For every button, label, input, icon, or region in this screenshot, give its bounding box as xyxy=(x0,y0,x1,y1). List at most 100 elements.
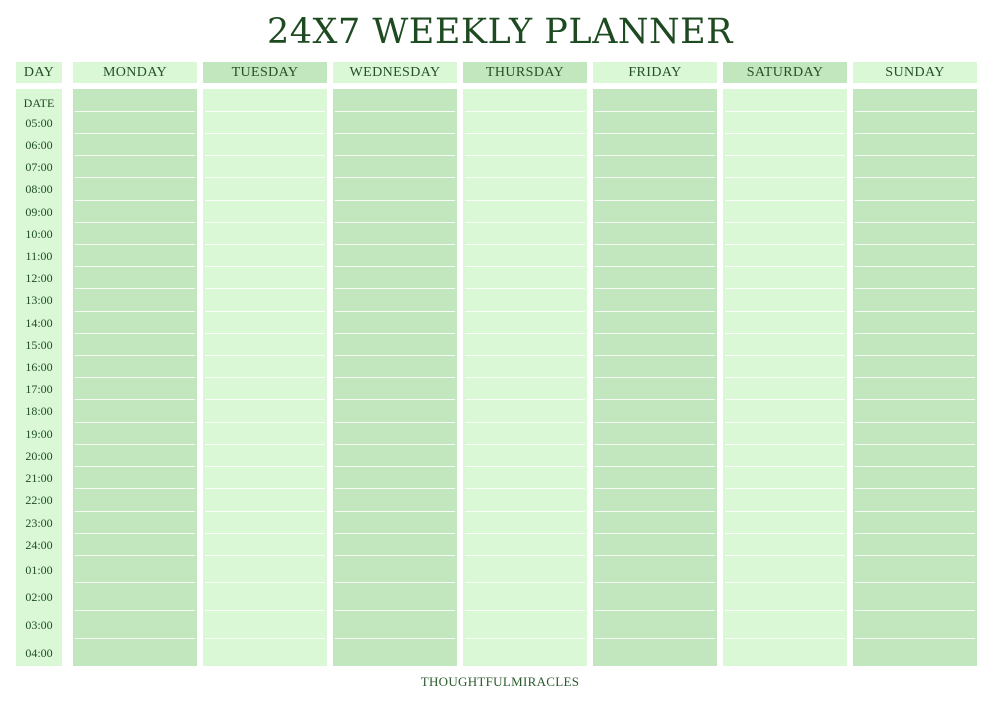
time-slot-line xyxy=(725,511,845,512)
time-slot-line xyxy=(595,555,715,556)
time-slot-line xyxy=(205,399,325,400)
time-slot-line xyxy=(75,511,195,512)
time-slot-line xyxy=(75,610,195,611)
time-slot-line xyxy=(465,488,585,489)
time-slot-line xyxy=(725,266,845,267)
day-column-tuesday[interactable] xyxy=(203,89,327,666)
time-slot-line xyxy=(725,244,845,245)
time-slot-line xyxy=(595,466,715,467)
time-slot-line xyxy=(725,466,845,467)
time-slot-line xyxy=(75,133,195,134)
time-slot-line xyxy=(465,555,585,556)
day-column-sunday[interactable] xyxy=(853,89,977,666)
time-slot-line xyxy=(335,488,455,489)
time-slot-line xyxy=(205,244,325,245)
time-slot-line xyxy=(465,355,585,356)
time-slot-line xyxy=(335,610,455,611)
time-slot-line xyxy=(205,133,325,134)
time-slot-line xyxy=(595,422,715,423)
time-slot-line xyxy=(595,111,715,112)
day-column-wednesday[interactable] xyxy=(333,89,457,666)
time-label: 09:00 xyxy=(25,205,53,219)
time-slot-line xyxy=(465,399,585,400)
time-slot-line xyxy=(595,638,715,639)
time-slot-line xyxy=(75,355,195,356)
time-slot-line xyxy=(335,177,455,178)
day-label: DAY xyxy=(16,62,62,83)
time-slot-line xyxy=(335,399,455,400)
time-slot-line xyxy=(725,377,845,378)
time-slot-line xyxy=(465,311,585,312)
time-slot-line xyxy=(75,244,195,245)
time-slot-line xyxy=(335,155,455,156)
date-label: DATE xyxy=(23,96,55,110)
time-label: 06:00 xyxy=(25,138,53,152)
time-slot-line xyxy=(75,582,195,583)
time-slot-line xyxy=(725,133,845,134)
time-slot-line xyxy=(595,155,715,156)
time-slot-line xyxy=(205,638,325,639)
time-label: 07:00 xyxy=(25,160,53,174)
day-column-thursday[interactable] xyxy=(463,89,587,666)
time-slot-line xyxy=(205,266,325,267)
time-slot-line xyxy=(855,399,975,400)
time-slot-line xyxy=(335,111,455,112)
time-slot-line xyxy=(465,638,585,639)
time-slot-line xyxy=(595,582,715,583)
time-slot-line xyxy=(465,288,585,289)
time-slot-line xyxy=(75,399,195,400)
time-label: 23:00 xyxy=(25,516,53,530)
time-label: 08:00 xyxy=(25,182,53,196)
time-slot-line xyxy=(855,133,975,134)
day-header-thursday: THURSDAY xyxy=(463,62,587,83)
time-slot-line xyxy=(595,266,715,267)
time-slot-line xyxy=(725,488,845,489)
time-label: 04:00 xyxy=(25,646,53,660)
time-slot-line xyxy=(855,111,975,112)
time-slot-line xyxy=(595,177,715,178)
planner-title: 24X7 WEEKLY PLANNER xyxy=(266,12,734,52)
day-column-saturday[interactable] xyxy=(723,89,847,666)
time-slot-line xyxy=(335,466,455,467)
time-slot-line xyxy=(595,133,715,134)
time-slot-line xyxy=(75,555,195,556)
day-header-wednesday: WEDNESDAY xyxy=(333,62,457,83)
time-slot-line xyxy=(335,222,455,223)
time-slot-line xyxy=(855,582,975,583)
time-slot-line xyxy=(855,638,975,639)
time-slot-line xyxy=(205,311,325,312)
day-column-monday[interactable] xyxy=(73,89,197,666)
time-slot-line xyxy=(335,333,455,334)
time-slot-line xyxy=(595,511,715,512)
time-slot-line xyxy=(855,222,975,223)
time-slot-line xyxy=(855,488,975,489)
time-slot-line xyxy=(465,155,585,156)
time-label: 02:00 xyxy=(25,590,53,604)
time-slot-line xyxy=(75,488,195,489)
time-column: DATE 05:00 06:00 07:00 08:00 09:00 10:00 11:00… xyxy=(16,89,62,666)
time-slot-line xyxy=(75,444,195,445)
time-slot-line xyxy=(725,555,845,556)
time-slot-line xyxy=(855,610,975,611)
time-slot-line xyxy=(465,111,585,112)
time-slot-line xyxy=(335,444,455,445)
time-slot-line xyxy=(75,155,195,156)
time-slot-line xyxy=(465,266,585,267)
day-column-friday[interactable] xyxy=(593,89,717,666)
time-slot-line xyxy=(595,444,715,445)
time-slot-line xyxy=(465,133,585,134)
time-slot-line xyxy=(335,244,455,245)
time-slot-line xyxy=(595,399,715,400)
time-slot-line xyxy=(725,155,845,156)
time-slot-line xyxy=(465,582,585,583)
time-label: 24:00 xyxy=(25,538,53,552)
time-slot-line xyxy=(725,111,845,112)
footer-brand: THOUGHTFULMIRACLES xyxy=(420,674,580,689)
time-slot-line xyxy=(205,533,325,534)
time-slot-line xyxy=(205,355,325,356)
time-slot-line xyxy=(595,244,715,245)
time-slot-line xyxy=(725,533,845,534)
time-slot-line xyxy=(725,355,845,356)
time-slot-line xyxy=(855,511,975,512)
time-slot-line xyxy=(205,610,325,611)
